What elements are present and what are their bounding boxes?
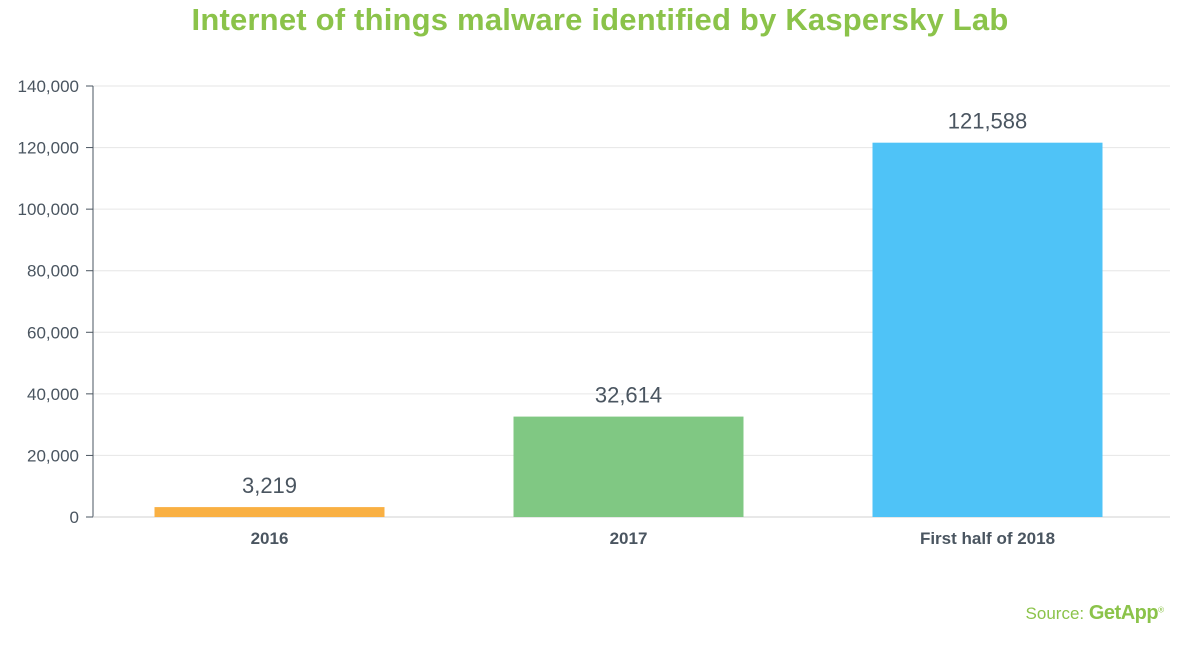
y-tick-label: 60,000 (27, 323, 79, 342)
x-category-label: 2017 (610, 529, 648, 548)
data-label: 32,614 (595, 383, 662, 408)
source-prefix: Source: (1025, 604, 1085, 623)
bar (513, 416, 744, 517)
y-tick-label: 80,000 (27, 262, 79, 281)
y-tick-label: 100,000 (18, 200, 79, 219)
labels: 3,219 2016 32,614 2017 121,588 First half of … (242, 109, 1055, 548)
y-tick-label: 20,000 (27, 446, 79, 465)
data-label: 121,588 (948, 109, 1028, 134)
data-label: 3,219 (242, 473, 297, 498)
x-category-label: First half of 2018 (920, 529, 1055, 548)
bars (154, 142, 1103, 517)
x-category-label: 2016 (251, 529, 289, 548)
registered-mark: ® (1158, 605, 1164, 615)
y-tick-label: 40,000 (27, 385, 79, 404)
source-credit: Source: GetApp® (1026, 602, 1164, 625)
chart-title: Internet of things malware identified by… (191, 2, 1009, 37)
getapp-logo: GetApp (1088, 602, 1159, 624)
y-axis: 0 20,000 40,000 60,000 80,000 100,000 120,000 1… (18, 77, 1170, 527)
bar (154, 507, 385, 517)
y-tick-label: 120,000 (18, 139, 79, 158)
y-tick-label: 0 (70, 508, 79, 527)
y-tick-label: 140,000 (18, 77, 79, 96)
bar (872, 142, 1103, 517)
